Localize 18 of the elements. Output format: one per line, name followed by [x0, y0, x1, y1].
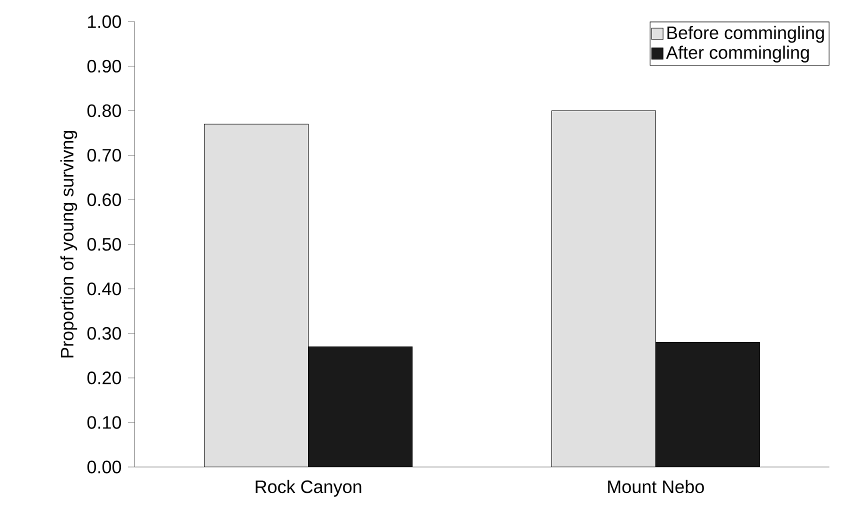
- y-tick-label: 0.90: [87, 60, 122, 73]
- y-tick-label: 1.00: [88, 15, 122, 28]
- bar: [204, 124, 309, 467]
- x-tick-label: Rock Canyon: [256, 480, 362, 497]
- y-tick-label: 0.60: [87, 193, 122, 206]
- y-tick-label: 0.50: [87, 238, 122, 251]
- y-tick-label: 0.80: [87, 104, 122, 118]
- x-tick-label: Mount Nebo: [608, 480, 704, 494]
- legend-label: After commingling: [666, 46, 809, 62]
- y-tick-label: 0.40: [87, 282, 122, 296]
- y-tick-label: 0.10: [87, 416, 122, 429]
- bar: [551, 110, 656, 467]
- y-tick-label: 0.70: [87, 148, 122, 162]
- y-tick-label: 0.30: [87, 327, 122, 340]
- y-tick-label: 0.20: [87, 372, 122, 384]
- y-axis-title: Proportion of young survivng: [60, 130, 78, 358]
- legend-label: Before commingling: [667, 26, 824, 43]
- y-tick-label: 0.00: [87, 460, 122, 474]
